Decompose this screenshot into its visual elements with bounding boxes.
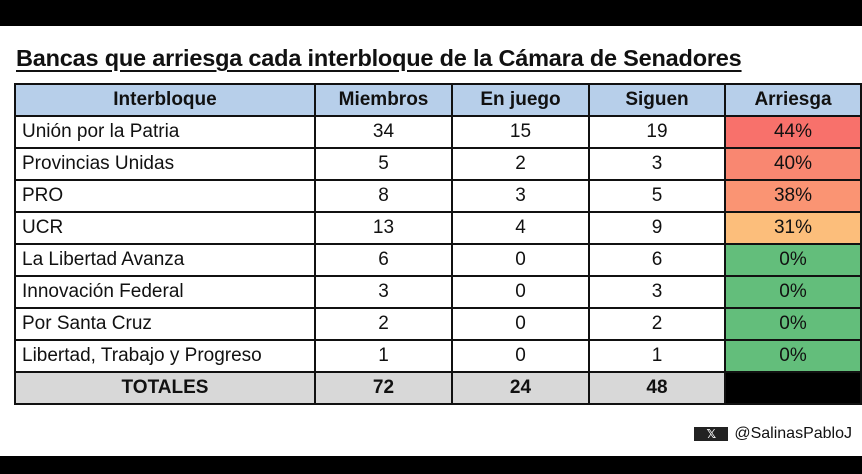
cell-en-juego: 0 bbox=[451, 275, 590, 309]
cell-arriesga: 44% bbox=[724, 115, 862, 149]
header-siguen: Siguen bbox=[588, 83, 726, 117]
cell-arriesga: 0% bbox=[724, 275, 862, 309]
cell-miembros: 13 bbox=[314, 211, 453, 245]
header-interbloque: Interbloque bbox=[14, 83, 316, 117]
cell-miembros: 34 bbox=[314, 115, 453, 149]
cell-miembros: 3 bbox=[314, 275, 453, 309]
table-row: Libertad, Trabajo y Progreso 1 0 1 0% bbox=[14, 339, 862, 373]
table-row: UCR 13 4 9 31% bbox=[14, 211, 862, 245]
cell-arriesga: 0% bbox=[724, 339, 862, 373]
table-row: La Libertad Avanza 6 0 6 0% bbox=[14, 243, 862, 277]
table-row: Innovación Federal 3 0 3 0% bbox=[14, 275, 862, 309]
cell-miembros: 2 bbox=[314, 307, 453, 341]
cell-interbloque: UCR bbox=[14, 211, 316, 245]
cell-arriesga: 38% bbox=[724, 179, 862, 213]
cell-interbloque: Unión por la Patria bbox=[14, 115, 316, 149]
totals-row: TOTALES 72 24 48 bbox=[14, 371, 862, 405]
cell-miembros: 6 bbox=[314, 243, 453, 277]
cell-interbloque: Innovación Federal bbox=[14, 275, 316, 309]
cell-siguen: 2 bbox=[588, 307, 726, 341]
cell-siguen: 3 bbox=[588, 275, 726, 309]
cell-interbloque: La Libertad Avanza bbox=[14, 243, 316, 277]
cell-en-juego: 0 bbox=[451, 339, 590, 373]
cell-siguen: 6 bbox=[588, 243, 726, 277]
document-sheet: Bancas que arriesga cada interbloque de … bbox=[0, 26, 862, 456]
cell-en-juego: 0 bbox=[451, 307, 590, 341]
totals-miembros: 72 bbox=[314, 371, 453, 405]
cell-en-juego: 0 bbox=[451, 243, 590, 277]
cell-interbloque: Libertad, Trabajo y Progreso bbox=[14, 339, 316, 373]
author-handle: @SalinasPabloJ bbox=[734, 425, 852, 442]
cell-en-juego: 2 bbox=[451, 147, 590, 181]
table-header-row: Interbloque Miembros En juego Siguen Arr… bbox=[14, 83, 862, 117]
cell-arriesga: 0% bbox=[724, 307, 862, 341]
cell-arriesga: 31% bbox=[724, 211, 862, 245]
cell-interbloque: PRO bbox=[14, 179, 316, 213]
cell-miembros: 5 bbox=[314, 147, 453, 181]
cell-interbloque: Por Santa Cruz bbox=[14, 307, 316, 341]
author-credit: 𝕏 @SalinasPabloJ bbox=[694, 425, 852, 443]
table-row: Por Santa Cruz 2 0 2 0% bbox=[14, 307, 862, 341]
table-row: PRO 8 3 5 38% bbox=[14, 179, 862, 213]
header-arriesga: Arriesga bbox=[724, 83, 862, 117]
x-logo-icon: 𝕏 bbox=[694, 427, 729, 441]
totals-label: TOTALES bbox=[14, 371, 316, 405]
table-row: Provincias Unidas 5 2 3 40% bbox=[14, 147, 862, 181]
page-title: Bancas que arriesga cada interbloque de … bbox=[16, 45, 742, 71]
cell-miembros: 8 bbox=[314, 179, 453, 213]
cell-siguen: 9 bbox=[588, 211, 726, 245]
header-miembros: Miembros bbox=[314, 83, 453, 117]
totals-siguen: 48 bbox=[588, 371, 726, 405]
cell-arriesga: 0% bbox=[724, 243, 862, 277]
header-en-juego: En juego bbox=[451, 83, 590, 117]
senate-seats-table: Interbloque Miembros En juego Siguen Arr… bbox=[14, 83, 862, 405]
totals-en-juego: 24 bbox=[451, 371, 590, 405]
cell-en-juego: 3 bbox=[451, 179, 590, 213]
cell-miembros: 1 bbox=[314, 339, 453, 373]
cell-arriesga: 40% bbox=[724, 147, 862, 181]
cell-en-juego: 15 bbox=[451, 115, 590, 149]
cell-siguen: 5 bbox=[588, 179, 726, 213]
table-row: Unión por la Patria 34 15 19 44% bbox=[14, 115, 862, 149]
cell-en-juego: 4 bbox=[451, 211, 590, 245]
cell-siguen: 3 bbox=[588, 147, 726, 181]
cell-interbloque: Provincias Unidas bbox=[14, 147, 316, 181]
cell-siguen: 1 bbox=[588, 339, 726, 373]
cell-siguen: 19 bbox=[588, 115, 726, 149]
totals-arriesga-empty bbox=[724, 371, 862, 405]
